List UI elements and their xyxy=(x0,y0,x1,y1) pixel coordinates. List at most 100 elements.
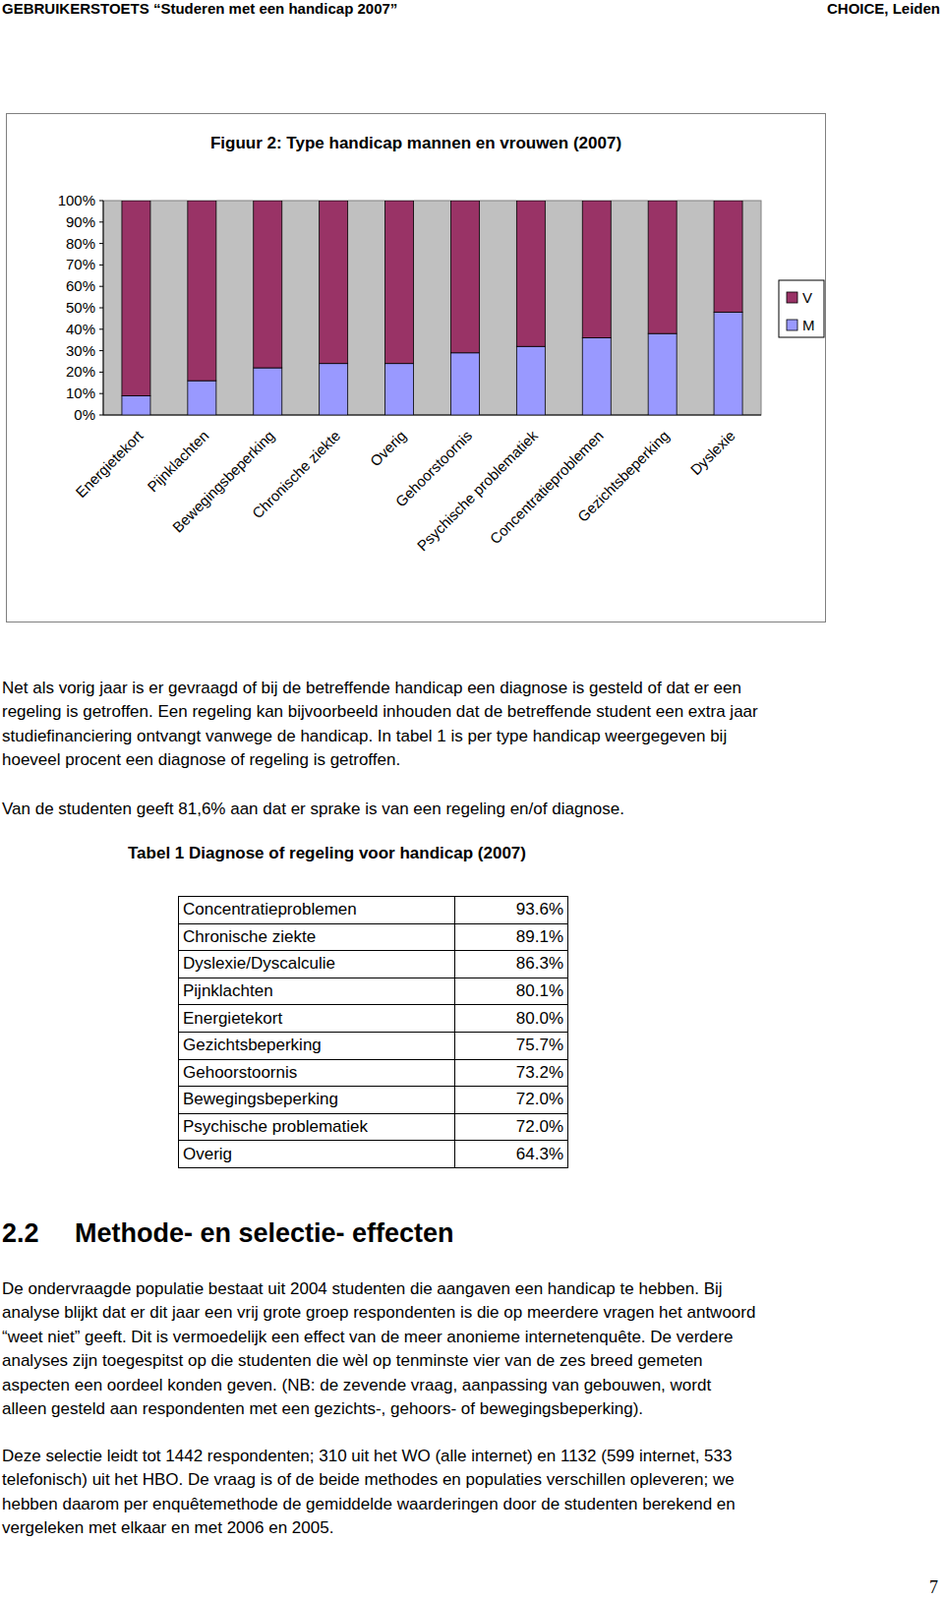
y-tick-label: 50% xyxy=(65,298,96,316)
y-axis xyxy=(103,200,105,415)
y-tick xyxy=(99,350,104,352)
y-tick-label: 30% xyxy=(65,342,96,359)
bars xyxy=(121,200,743,415)
paragraph: Van de studenten geeft 81,6% aan dat er … xyxy=(1,797,625,822)
bar-segment xyxy=(187,380,217,415)
y-tick xyxy=(99,221,104,223)
table-cell: 80.1% xyxy=(455,977,569,1005)
text-line: Deze selectie leidt tot 1442 respondente… xyxy=(1,1444,736,1469)
table-cell: Gehoorstoornis xyxy=(178,1059,456,1087)
text-line: regeling is getroffen. Een regeling kan … xyxy=(1,700,759,724)
text-line: hoeveel procent een diagnose of regeling… xyxy=(1,748,759,772)
table-cell: 89.1% xyxy=(455,923,569,951)
table-row: Energietekort80.0% xyxy=(178,1004,569,1033)
text-line: Net als vorig jaar is er gevraagd of bij… xyxy=(1,676,759,701)
plot-area xyxy=(103,200,762,415)
legend-box xyxy=(778,280,825,338)
table-row: Dyslexie/Dyscalculie86.3% xyxy=(178,950,569,979)
page-number: 7 xyxy=(929,1577,939,1598)
table-cell: 72.0% xyxy=(455,1113,569,1141)
paragraph: Deze selectie leidt tot 1442 respondente… xyxy=(1,1444,736,1541)
text-line: telefonisch) uit het HBO. De vraag is of… xyxy=(1,1468,736,1492)
header-right: CHOICE, Leiden xyxy=(826,0,941,17)
table-caption: Tabel 1 Diagnose of regeling voor handic… xyxy=(127,843,527,864)
chart-frame xyxy=(6,114,826,623)
table-row: Bewegingsbeperking72.0% xyxy=(178,1086,569,1115)
bar-segment xyxy=(121,395,151,415)
table-cell: 72.0% xyxy=(455,1086,569,1115)
table-cell: Psychische problematiek xyxy=(178,1113,456,1141)
bar-segment xyxy=(450,353,479,415)
legend-swatch xyxy=(786,292,798,303)
text-line: alleen gesteld aan respondenten met een … xyxy=(1,1397,756,1421)
y-tick-label: 40% xyxy=(65,320,96,338)
category-label: Concentratieproblemen xyxy=(486,426,607,547)
category-label: Energietekort xyxy=(71,426,147,502)
y-tick xyxy=(99,393,104,395)
y-tick xyxy=(99,371,104,373)
table-row: Chronische ziekte89.1% xyxy=(178,923,569,951)
y-tick-label: 90% xyxy=(65,213,96,231)
table-cell: Energietekort xyxy=(178,1004,456,1033)
y-tick xyxy=(99,264,104,266)
y-tick-label: 80% xyxy=(65,235,96,252)
chart-title: Figuur 2: Type handicap mannen en vrouwe… xyxy=(210,133,622,153)
text-line: analyse blijkt dat er dit jaar een vrij … xyxy=(1,1300,756,1325)
table-cell: Concentratieproblemen xyxy=(178,896,456,925)
y-tick xyxy=(99,307,104,309)
category-label: Gezichtsbeperking xyxy=(574,426,673,526)
table-cell: Overig xyxy=(178,1140,456,1169)
table-row: Gezichtsbeperking75.7% xyxy=(178,1031,569,1060)
text-line: “weet niet” geeft. Dit is vermoedelijk e… xyxy=(1,1325,756,1350)
y-tick xyxy=(99,286,104,288)
paragraph: De ondervraagde populatie bestaat uit 20… xyxy=(1,1277,756,1421)
bar-segment xyxy=(253,367,283,415)
category-label: Chronische ziekte xyxy=(248,426,344,522)
text-line: aspecten een oordeel konden geven. (NB: … xyxy=(1,1373,756,1398)
bar-segment xyxy=(121,200,151,396)
bar-segment xyxy=(516,200,545,347)
table-cell: Chronische ziekte xyxy=(178,923,456,951)
text-line: vergeleken met elkaar en met 2006 en 200… xyxy=(1,1516,736,1540)
bar-segment xyxy=(319,200,349,364)
paragraph: Net als vorig jaar is er gevraagd of bij… xyxy=(1,676,759,773)
table-row: Overig64.3% xyxy=(178,1140,569,1169)
text-line: Van de studenten geeft 81,6% aan dat er … xyxy=(1,797,625,822)
table: Concentratieproblemen93.6%Chronische zie… xyxy=(177,895,569,1169)
y-tick-label: 0% xyxy=(73,406,96,423)
category-label: Pijnklachten xyxy=(143,426,212,495)
bar-segment xyxy=(187,200,217,381)
bar-segment xyxy=(253,200,283,368)
section-heading: 2.2Methode- en selectie- effecten xyxy=(1,1218,455,1249)
bar-segment xyxy=(385,363,414,415)
table-cell: 64.3% xyxy=(455,1140,569,1169)
text-line: hebben daarom per enquêtemethode de gemi… xyxy=(1,1492,736,1517)
bar-segment xyxy=(450,200,479,354)
y-tick-label: 10% xyxy=(65,384,96,402)
table-cell: Bewegingsbeperking xyxy=(178,1086,456,1115)
table-cell: 86.3% xyxy=(455,950,569,979)
bar-segment xyxy=(319,363,349,415)
text-line: analyses zijn toegespitst op die student… xyxy=(1,1349,756,1373)
category-label: Psychische problematiek xyxy=(413,426,542,555)
bar-segment xyxy=(648,200,677,334)
bar-segment xyxy=(713,311,743,415)
chart: Figuur 2: Type handicap mannen en vrouwe… xyxy=(5,113,826,623)
bar-segment xyxy=(516,346,545,415)
bar-segment xyxy=(582,200,611,339)
y-tick-label: 60% xyxy=(65,277,96,295)
y-tick xyxy=(99,200,104,202)
legend-label: V xyxy=(802,289,813,306)
table-cell: 75.7% xyxy=(455,1031,569,1060)
table-row: Concentratieproblemen93.6% xyxy=(178,896,569,925)
table-cell: Pijnklachten xyxy=(178,977,456,1005)
text-line: studiefinanciering ontvangt vanwege de h… xyxy=(1,724,759,749)
y-tick-label: 20% xyxy=(65,362,96,380)
y-tick xyxy=(99,328,104,330)
table-row: Gehoorstoornis73.2% xyxy=(178,1059,569,1087)
bar-segment xyxy=(582,338,611,415)
category-label: Overig xyxy=(366,426,410,470)
legend-label: M xyxy=(802,316,816,334)
text-line: De ondervraagde populatie bestaat uit 20… xyxy=(1,1277,756,1301)
category-label: Dyslexie xyxy=(687,426,739,478)
